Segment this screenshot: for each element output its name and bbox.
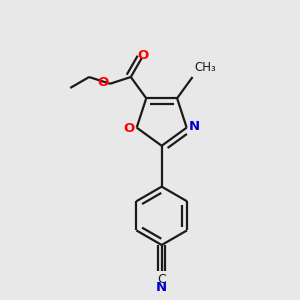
Text: O: O	[124, 122, 135, 135]
Text: CH₃: CH₃	[194, 61, 216, 74]
Text: O: O	[97, 76, 108, 89]
Text: C: C	[157, 273, 166, 286]
Text: O: O	[138, 49, 149, 62]
Text: N: N	[189, 120, 200, 133]
Text: N: N	[156, 281, 167, 295]
